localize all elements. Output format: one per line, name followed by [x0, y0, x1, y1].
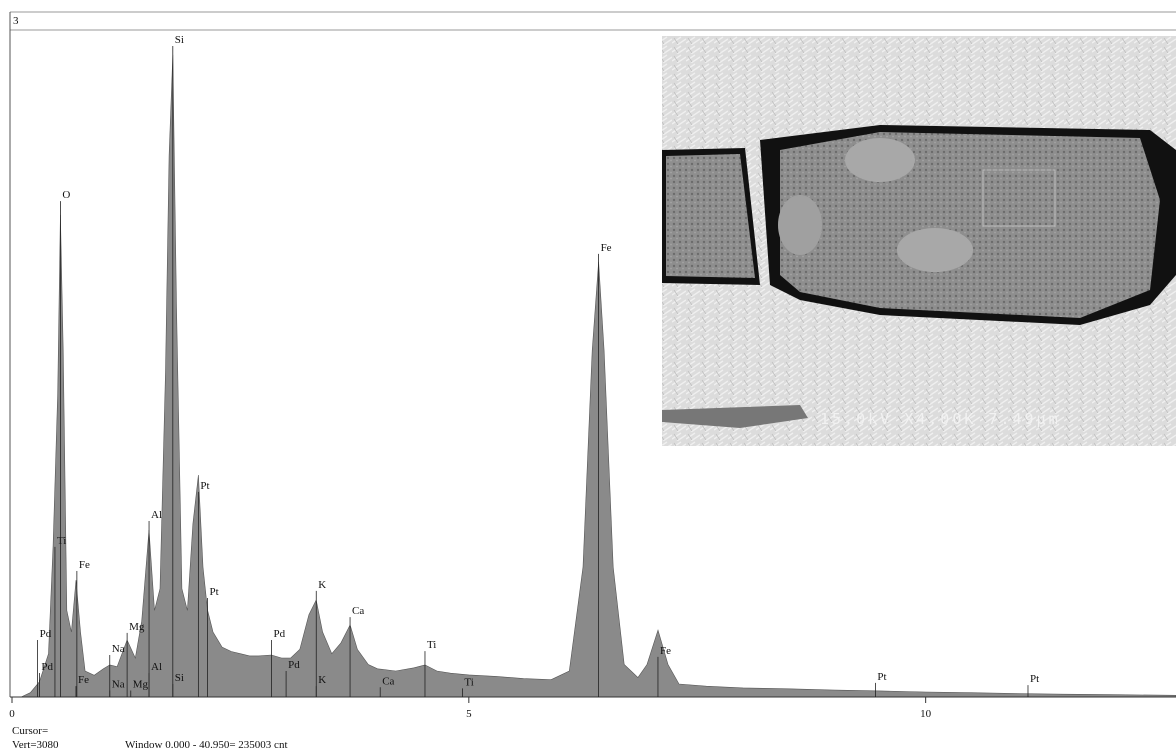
peak-label: Al: [151, 661, 162, 673]
x-tick-label: 0: [9, 708, 15, 720]
peak-label: Ti: [427, 639, 436, 651]
peak-label: O: [62, 189, 70, 201]
peak-label: Pd: [40, 628, 52, 640]
peak-label: Mg: [129, 621, 145, 633]
peak-label: Pd: [41, 661, 53, 673]
peak-label: Fe: [660, 645, 671, 657]
cursor-label: Cursor=: [12, 725, 48, 737]
x-tick-label: 10: [920, 708, 932, 720]
peak-label: Si: [175, 672, 184, 684]
chart-title: 3: [13, 15, 19, 27]
vert-label: Vert=3080: [12, 739, 59, 751]
peak-label: Na: [112, 679, 125, 691]
peak-label: Ti: [57, 535, 66, 547]
peak-label: Pt: [210, 586, 219, 598]
sem-image: 15.0kV X4.00K 7.49µm: [662, 36, 1176, 446]
peak-label: Si: [175, 34, 184, 46]
peak-label: Ca: [382, 675, 394, 687]
peak-label: Fe: [78, 674, 89, 686]
peak-label: Al: [151, 509, 162, 521]
image-caption: 15.0kV X4.00K 7.49µm: [820, 410, 1061, 428]
peak-label: K: [318, 579, 326, 591]
peak-label: Pt: [1030, 673, 1039, 685]
window-label: Window 0.000 - 40.950= 235003 cnt: [125, 739, 288, 751]
peak-label: Ca: [352, 605, 364, 617]
peak-label: Na: [112, 643, 125, 655]
peak-label: Pd: [288, 659, 300, 671]
peak-label: Fe: [79, 559, 90, 571]
peak-label: Pt: [877, 671, 886, 683]
peak-label: K: [318, 674, 326, 686]
peak-label: Ti: [464, 676, 473, 688]
x-tick-label: 5: [466, 708, 472, 720]
peak-label: Mg: [133, 679, 149, 691]
peak-label: Fe: [601, 242, 612, 254]
peak-label: Pt: [200, 480, 209, 492]
peak-label: Pd: [273, 628, 285, 640]
